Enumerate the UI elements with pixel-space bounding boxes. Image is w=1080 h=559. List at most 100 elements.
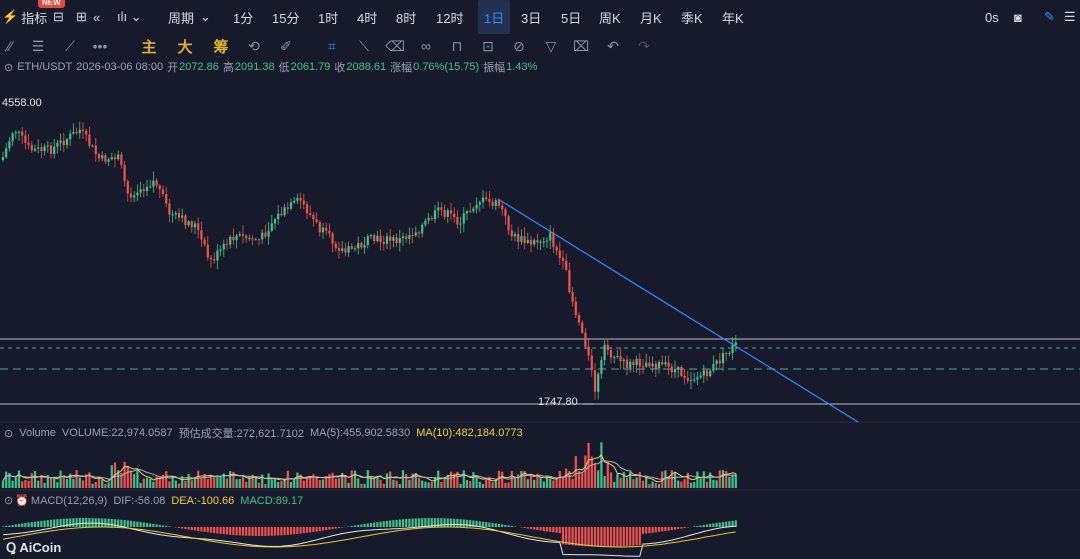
alert-icon[interactable]: ⊡ xyxy=(482,37,494,54)
filter-icon[interactable]: ▽ xyxy=(545,37,557,54)
volume-bar xyxy=(686,472,689,488)
candle-body xyxy=(379,235,382,243)
pen-icon[interactable]: ✎ xyxy=(1044,9,1055,24)
brush-icon[interactable]: ✐ xyxy=(280,37,292,54)
interval-4h[interactable]: 4时 xyxy=(357,10,378,26)
interval-year[interactable]: 年K xyxy=(722,10,744,26)
interval-quarter[interactable]: 季K xyxy=(681,10,703,26)
candle-body xyxy=(382,242,385,244)
volume-bar xyxy=(539,476,542,488)
macd-bar xyxy=(475,520,478,527)
undo-icon[interactable]: ↶ xyxy=(607,37,619,54)
chip-distribution-button[interactable]: 筹 xyxy=(213,38,229,56)
redo-icon[interactable]: ↷ xyxy=(638,37,650,54)
volume-bar xyxy=(529,476,533,488)
volume-bar xyxy=(382,483,385,488)
candle-body xyxy=(120,154,123,165)
interval-3d[interactable]: 3日 xyxy=(521,10,542,26)
candle-body xyxy=(5,148,8,158)
macd-bar xyxy=(238,527,241,536)
volume-bar xyxy=(731,475,734,488)
crop-icon[interactable]: ⌗ xyxy=(328,37,336,54)
volume-bar xyxy=(142,478,145,488)
trendline-icon[interactable]: ⟋ xyxy=(65,37,75,54)
interval-8h[interactable]: 8时 xyxy=(396,10,417,26)
alarm-icon[interactable]: ⏰ xyxy=(15,495,29,507)
link-icon[interactable]: ⊘ xyxy=(513,37,525,54)
sync-icon[interactable]: ⟲ xyxy=(248,37,260,54)
more-dots-icon[interactable]: ••• xyxy=(92,38,108,54)
macd-bar xyxy=(440,518,443,527)
candle-body xyxy=(561,257,565,261)
macd-bar xyxy=(366,523,369,527)
volume-bar xyxy=(203,473,206,488)
lock-icon[interactable]: ⊓ xyxy=(451,37,463,54)
line-tool-icon[interactable]: ⁄⁄ xyxy=(7,38,13,54)
candle-body xyxy=(481,197,485,203)
volume-bar xyxy=(408,479,411,488)
interval-week[interactable]: 周K xyxy=(599,10,621,26)
macd-bar xyxy=(251,527,254,536)
macd-bar xyxy=(699,525,702,527)
interval-1h[interactable]: 1时 xyxy=(318,10,339,26)
volume-bar xyxy=(555,478,558,488)
macd-bar xyxy=(187,527,190,530)
camera-icon[interactable]: ◙ xyxy=(1014,9,1022,25)
macd-bar xyxy=(433,518,437,527)
candle-body xyxy=(542,241,545,243)
candle-body xyxy=(257,239,261,241)
candle-body xyxy=(417,232,421,234)
macd-bar xyxy=(126,520,129,527)
magnet-icon[interactable]: ∞ xyxy=(421,38,431,54)
macd-bar xyxy=(14,524,17,527)
indicator-button[interactable]: ⚡ 指标 xyxy=(2,9,48,26)
new-badge: NEW xyxy=(38,0,65,8)
collapse-icon[interactable]: ⊙ xyxy=(4,495,14,507)
volume-bar xyxy=(366,470,369,488)
open-value: 2072.86 xyxy=(179,61,219,73)
grid-icon[interactable]: ⊞ xyxy=(76,9,87,24)
interval-month[interactable]: 月K xyxy=(640,10,662,26)
ruler-icon[interactable]: ⟍ xyxy=(359,37,369,54)
candle-type-icon[interactable]: ılı ⌄ xyxy=(117,9,142,24)
macd-bar xyxy=(59,518,62,527)
volume-bar xyxy=(712,479,715,488)
eraser-icon[interactable]: ⌫ xyxy=(385,37,405,54)
fib-icon[interactable]: ☰ xyxy=(31,37,45,54)
candle-body xyxy=(629,361,632,368)
candle-body xyxy=(353,248,357,250)
candle-body xyxy=(363,245,366,248)
macd-bar xyxy=(273,527,277,536)
downtrend-line[interactable] xyxy=(497,198,859,423)
layout-icon[interactable]: ⊟ xyxy=(53,9,64,24)
collapse-icon[interactable]: ⊙ xyxy=(4,61,14,74)
macd-bar xyxy=(507,525,510,527)
interval-5d[interactable]: 5日 xyxy=(561,10,582,26)
candle-body xyxy=(497,200,501,206)
volume-bar xyxy=(283,480,286,488)
main-chart-button[interactable]: 主 xyxy=(141,38,157,56)
volume-bar xyxy=(43,482,46,488)
volume-bar xyxy=(667,476,670,488)
collapse-icon[interactable]: ⊙ xyxy=(4,427,14,440)
candle-body xyxy=(443,209,446,217)
macd-bar xyxy=(401,519,405,527)
macd-bar xyxy=(184,527,187,530)
volume-bar xyxy=(72,478,75,488)
interval-12h[interactable]: 12时 xyxy=(436,10,464,26)
more-icon[interactable]: ☰ xyxy=(1064,9,1076,24)
volume-bar xyxy=(161,474,165,488)
candle-body xyxy=(152,180,155,187)
rewind-icon[interactable]: « xyxy=(93,9,101,25)
period-dropdown[interactable]: 周期 ⌄ xyxy=(168,9,211,26)
interval-1d[interactable]: 1日 xyxy=(478,0,511,34)
big-order-button[interactable]: 大 xyxy=(177,38,193,56)
aicoin-logo: Ꝗ AiCoin xyxy=(6,540,62,555)
interval-1m[interactable]: 1分 xyxy=(233,10,254,26)
trash-icon[interactable]: ⌧ xyxy=(572,37,590,54)
candle-body xyxy=(21,131,24,136)
macd-bar xyxy=(702,524,705,527)
interval-15m[interactable]: 15分 xyxy=(272,10,300,26)
macd-bar xyxy=(462,519,465,527)
